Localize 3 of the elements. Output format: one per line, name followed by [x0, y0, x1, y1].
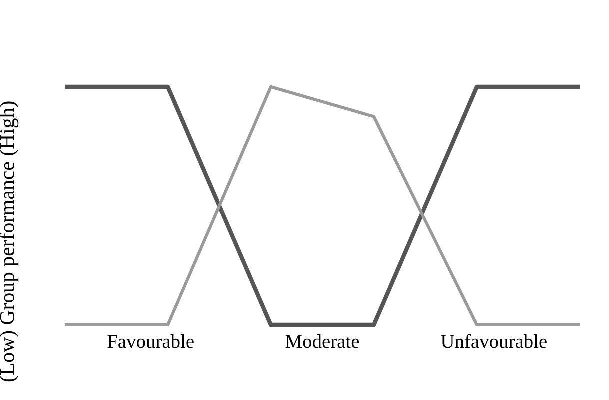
- text: Favourable: [108, 334, 194, 348]
- text: Unfavourable: [441, 334, 547, 348]
- text: Moderate: [286, 334, 360, 348]
